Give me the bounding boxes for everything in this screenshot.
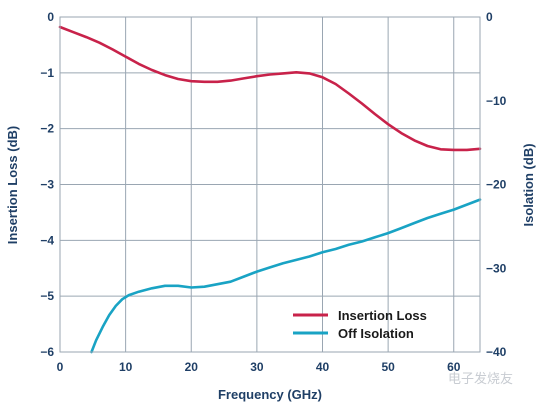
series-line-insertion-loss [58,25,482,152]
x-axis-title: Frequency (GHz) [218,387,322,402]
y-right-tick-label: −20 [486,178,507,192]
y-left-tick-label: −4 [40,233,54,247]
x-tick-label: 40 [316,360,330,374]
y-right-tick-label: 0 [486,10,493,24]
x-tick-label: 60 [447,360,461,374]
series-lines [58,25,482,354]
y-left-tick-label: −1 [40,66,54,80]
y-right-tick-label: −30 [486,261,507,275]
y-left-tick-label: 0 [47,10,54,24]
x-tick-label: 0 [57,360,64,374]
x-tick-label: 20 [185,360,199,374]
x-tick-labels: 0 10 20 30 40 50 60 [57,360,461,374]
left-tick-labels: 0 −1 −2 −3 −4 −5 −6 [40,10,54,359]
x-tick-label: 30 [250,360,264,374]
right-tick-labels: 0 −10 −20 −30 −40 [486,10,507,359]
y-left-tick-label: −6 [40,345,54,359]
series-line-off-isolation [90,198,482,354]
x-tick-label: 50 [381,360,395,374]
y-right-tick-label: −10 [486,94,507,108]
y-right-tick-label: −40 [486,345,507,359]
plot-frame [59,16,481,353]
y-axis-title-left: Insertion Loss (dB) [5,126,20,244]
legend-label-insertion-loss: Insertion Loss [338,308,427,323]
grid [59,16,480,353]
watermark: 电子发烧友 [448,371,513,387]
y-axis-title-right: Isolation (dB) [521,143,536,226]
legend-label-off-isolation: Off Isolation [338,326,414,341]
y-left-tick-label: −5 [40,289,54,303]
y-left-tick-label: −2 [40,122,54,136]
legend: Insertion Loss Off Isolation [293,308,427,341]
y-left-tick-label: −3 [40,178,54,192]
x-tick-label: 10 [119,360,133,374]
